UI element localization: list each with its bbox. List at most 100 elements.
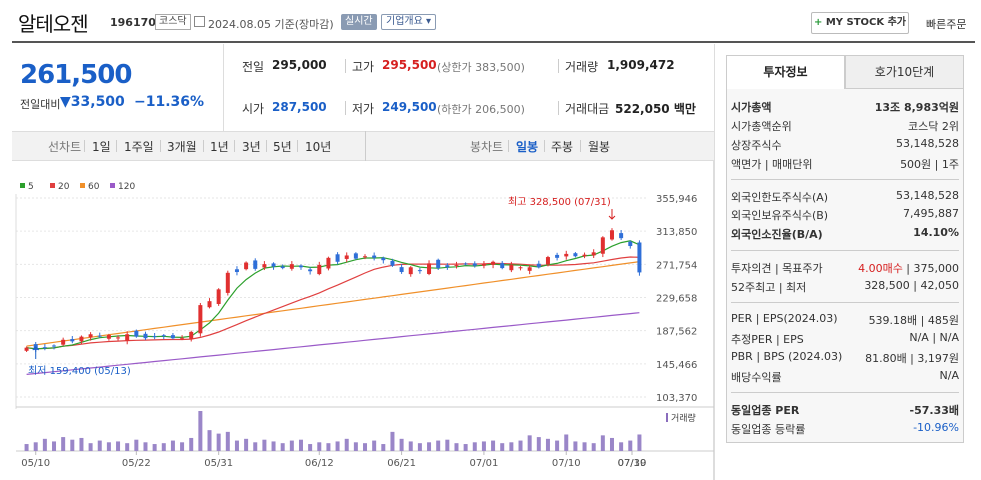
volume-bar: [591, 443, 596, 451]
volume-bar: [555, 440, 560, 451]
info-label: 시가총액: [731, 101, 772, 114]
candle-body: [326, 257, 331, 269]
upper-limit: (상한가 383,500): [437, 61, 525, 74]
date-text: 2024.08.05 기준(장마감): [208, 18, 334, 31]
volume-bar: [509, 442, 514, 451]
candle-body: [24, 347, 29, 351]
period-10y[interactable]: 10년: [305, 140, 332, 154]
period-1w[interactable]: 1주일: [124, 140, 154, 154]
legend-label: 20: [58, 182, 70, 192]
info-row: 추정PER | EPS N/A | N/A: [731, 331, 959, 347]
volume-bar: [573, 441, 578, 451]
period-3y[interactable]: 3년: [242, 140, 261, 154]
volume-bar: [491, 440, 496, 451]
info-row: 52주최고 | 최저 328,500 | 42,050: [731, 279, 959, 295]
volume-bar: [353, 442, 358, 451]
info-row: 동일업종 PER -57.33배: [731, 402, 959, 418]
info-row: 외국인보유주식수(B) 7,495,887: [731, 207, 959, 223]
candle-body: [216, 289, 221, 305]
realtime-button[interactable]: 실시간: [341, 14, 377, 30]
period-3m[interactable]: 3개월: [167, 140, 197, 154]
info-value: 53,148,528: [896, 189, 959, 202]
header-divider: [12, 41, 975, 43]
volume-bar: [79, 437, 84, 451]
candle-body: [79, 336, 84, 342]
volume-bar: [390, 431, 395, 451]
period-5y[interactable]: 5년: [273, 140, 292, 154]
stock-name: 알테오젠: [18, 12, 89, 36]
volume-bar: [417, 443, 422, 451]
volume-bar: [180, 442, 185, 451]
candle-body: [573, 253, 578, 257]
volume-bar: [445, 439, 450, 451]
volume-bar: [134, 439, 139, 451]
volume-bar: [289, 440, 294, 451]
volume-bar: [545, 438, 550, 451]
volume-bar: [280, 443, 285, 451]
period-1d[interactable]: 1일: [92, 140, 111, 154]
volume-bar: [363, 443, 368, 451]
chart-toolbar: [12, 131, 714, 161]
low-value: 249,500: [382, 100, 437, 114]
tab-ask-10[interactable]: 호가10단계: [845, 55, 964, 89]
volume-value: 1,909,472: [607, 58, 675, 72]
invest-info-panel: [726, 55, 964, 443]
volume-bar: [271, 441, 276, 451]
candle-body: [52, 345, 57, 347]
legend-swatch: [80, 183, 85, 188]
candle-body: [417, 270, 422, 272]
y-tick-label: 313,850: [656, 227, 697, 238]
period-daily[interactable]: 일봉: [516, 140, 539, 154]
tab-invest-info[interactable]: 투자정보: [726, 55, 845, 89]
volume-bar: [472, 442, 477, 451]
price-chart[interactable]: 5 20 60 120 355,946 313,850 271,754 229,658 187,…: [12, 161, 714, 480]
info-value: -10.96%: [913, 421, 959, 434]
volume-bar: [61, 437, 66, 451]
candle-body: [88, 334, 93, 338]
add-mystock-button[interactable]: + MY STOCK 추가: [811, 12, 909, 34]
legend-swatch: [110, 183, 115, 188]
info-value: 7,495,887: [903, 207, 959, 220]
candle-body: [555, 254, 560, 258]
info-label: 동일업종 PER: [731, 404, 800, 417]
volume-bar: [42, 438, 47, 451]
info-row: 시가총액 13조 8,983억원: [731, 99, 959, 115]
volume-bar: [344, 438, 349, 451]
period-weekly[interactable]: 주봉: [551, 140, 574, 154]
quick-order-link[interactable]: 빠른주문: [926, 18, 967, 31]
candle-body: [225, 272, 230, 293]
candle-body: [317, 264, 322, 275]
candle-body: [298, 265, 303, 268]
legend-label: 120: [118, 182, 135, 192]
candle-body: [234, 269, 239, 273]
info-label: 52주최고 | 최저: [731, 281, 807, 294]
volume-bar: [463, 444, 468, 451]
info-label: 시가총액순위: [731, 120, 792, 133]
company-info-button[interactable]: 기업개요 ▾: [381, 14, 436, 30]
volume-bar: [326, 443, 331, 451]
volume-bar: [564, 434, 569, 451]
divider: [297, 140, 298, 152]
info-row: 외국인소진율(B/A) 14.10%: [731, 226, 959, 242]
period-1y[interactable]: 1년: [210, 140, 229, 154]
volume-bar: [372, 440, 377, 451]
period-monthly[interactable]: 월봉: [588, 140, 611, 154]
candle-body: [189, 331, 194, 339]
volume-bar: [427, 442, 432, 451]
volume-bar: [125, 443, 130, 451]
info-row: 배당수익률 N/A: [731, 369, 959, 385]
volume-bar: [106, 442, 111, 451]
candle-body: [253, 260, 258, 269]
info-value: 81.80배 | 3,197원: [865, 352, 959, 365]
market-badge: 코스닥: [155, 14, 191, 30]
candle-body: [134, 330, 139, 337]
info-label: PER | EPS(2024.03): [731, 312, 838, 325]
candle-body: [399, 267, 404, 273]
candle-body: [454, 264, 459, 266]
volume-bar: [628, 440, 633, 451]
divider: [345, 101, 346, 115]
prev-value: 295,000: [272, 58, 327, 72]
candle-body: [207, 301, 212, 308]
volume-bar: [408, 441, 413, 451]
candle-body: [390, 260, 395, 266]
